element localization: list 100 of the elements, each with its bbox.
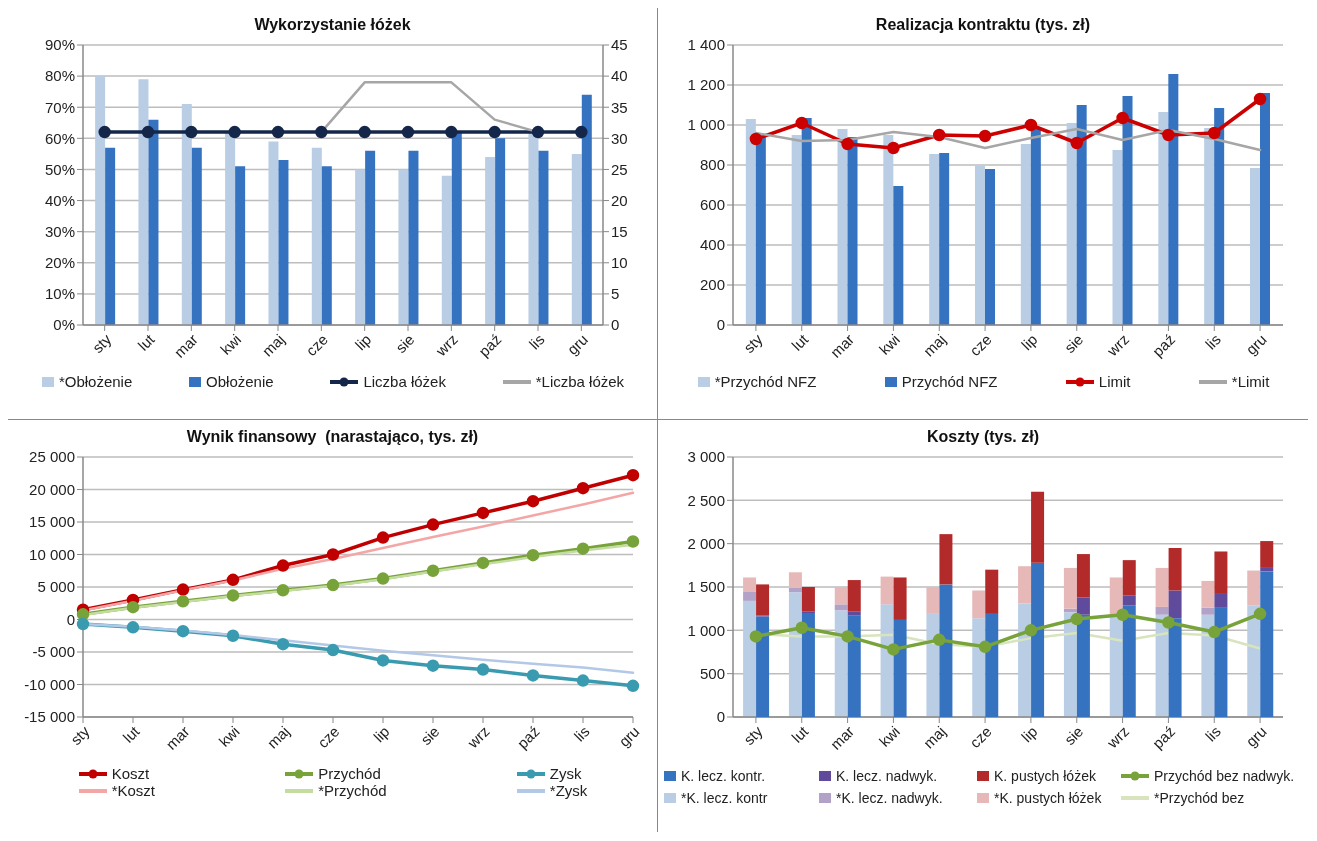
y-tick-label: 0% [53, 316, 75, 334]
y-tick-label: 15 000 [29, 513, 75, 531]
y-tick-label: 1 000 [687, 621, 725, 639]
x-tick-label: lut [119, 722, 144, 746]
x-tick-label: maj [919, 330, 949, 360]
y-tick-label: 20 000 [29, 480, 75, 498]
x-tick-label: lis [1201, 330, 1224, 353]
legend-label: Obłożenie [206, 373, 274, 390]
legend-label: Limit [1098, 373, 1131, 390]
x-tick-label: mar [826, 330, 858, 361]
y-tick-label: 10% [44, 285, 75, 303]
x-tick-label: sie [392, 330, 418, 357]
x-tick-label: mar [170, 330, 201, 361]
legend-label: *Limit [1231, 373, 1270, 390]
y-tick-label: 1 500 [687, 578, 725, 596]
x-tick-label: kwi [875, 330, 904, 358]
legend-label: Przychód bez nadwyk. [1154, 768, 1295, 784]
x-tick-label: lip [1017, 722, 1041, 746]
y-tick-label: 1 000 [687, 116, 725, 134]
x-tick-label: kwi [216, 330, 245, 358]
y-tick-label: 2 000 [687, 534, 725, 552]
y-tick-label: -10 000 [24, 675, 75, 693]
legend-label: Przychód NFZ [901, 373, 998, 390]
y-tick-label: 90% [44, 36, 75, 54]
y-tick-label: 30% [44, 222, 75, 240]
y2-tick-label: 5 [611, 285, 620, 303]
y2-tick-label: 10 [611, 254, 628, 272]
chart-title: Koszty (tys. zł) [926, 428, 1040, 447]
x-tick-label: mar [826, 722, 858, 753]
x-tick-label: lis [1201, 722, 1224, 745]
y-tick-label: 2 500 [687, 491, 725, 509]
x-tick-label: sie [1060, 722, 1087, 749]
x-tick-label: wrz [1103, 722, 1133, 752]
legend-label: *Koszt [111, 782, 155, 799]
y-tick-label: 80% [44, 67, 75, 85]
x-tick-label: lip [1017, 330, 1041, 354]
x-tick-label: cze [314, 722, 343, 752]
y-tick-label: -5 000 [32, 643, 75, 661]
x-tick-label: lis [525, 330, 548, 353]
chart-title: Realizacja kontraktu (tys. zł) [874, 16, 1092, 35]
y-tick-label: 500 [699, 664, 725, 682]
x-tick-label: wrz [431, 330, 461, 360]
x-tick-label: gru [1242, 722, 1270, 750]
x-tick-label: sty [88, 330, 115, 357]
y-tick-label: 1 200 [687, 76, 725, 94]
y2-tick-label: 45 [611, 36, 628, 54]
x-tick-label: gru [563, 330, 591, 358]
legend-label: *Obłożenie [58, 373, 133, 390]
x-tick-label: mar [162, 722, 193, 753]
x-tick-label: gru [615, 722, 643, 750]
x-tick-label: cze [966, 330, 995, 360]
y-tick-label: 0 [716, 708, 725, 726]
y-tick-label: 200 [699, 276, 725, 294]
y-tick-label: 3 000 [687, 448, 725, 466]
x-tick-label: lut [788, 722, 812, 746]
x-tick-label: lip [351, 330, 375, 354]
legend-label: *Przychód NFZ [714, 373, 817, 390]
chart-title: Wykorzystanie łóżek [253, 16, 412, 35]
legend-label: Koszt [111, 765, 150, 782]
x-tick-label: lip [370, 722, 393, 746]
x-tick-label: wrz [463, 722, 493, 752]
y2-tick-label: 0 [611, 316, 620, 334]
x-tick-label: sty [739, 330, 766, 357]
x-tick-label: paź [1148, 722, 1179, 752]
y-tick-label: 40% [44, 191, 75, 209]
x-tick-label: sie [417, 722, 443, 749]
y-tick-label: 5 000 [37, 578, 75, 596]
legend-label: *Liczba łóżek [535, 373, 625, 390]
y2-tick-label: 30 [611, 129, 628, 147]
x-tick-label: lut [134, 330, 159, 354]
y2-tick-label: 15 [611, 222, 628, 240]
y-tick-label: 70% [44, 98, 75, 116]
legend-label: *Przychód bez [1154, 790, 1245, 806]
legend-label: *K. pustych łóżek [994, 790, 1102, 806]
y-tick-label: 0 [716, 316, 725, 334]
legend-label: K. lecz. nadwyk. [836, 768, 938, 784]
x-tick-label: wrz [1103, 330, 1133, 360]
y2-tick-label: 20 [611, 191, 628, 209]
y-tick-label: 800 [699, 156, 725, 174]
y-tick-label: 25 000 [29, 448, 75, 466]
y-tick-label: 20% [44, 254, 75, 272]
y2-tick-label: 25 [611, 160, 628, 178]
legend-label: *Przychód [318, 782, 387, 799]
legend-label: K. pustych łóżek [994, 768, 1096, 784]
legend-label: Zysk [549, 765, 582, 782]
y2-tick-label: 35 [611, 98, 628, 116]
x-tick-label: paź [475, 330, 505, 360]
legend-label: K. lecz. kontr. [681, 768, 766, 784]
x-tick-label: paź [1148, 330, 1179, 360]
x-tick-label: cze [302, 330, 331, 360]
y-tick-label: 1 400 [687, 36, 725, 54]
x-tick-label: cze [966, 722, 995, 752]
x-tick-label: kwi [215, 722, 243, 750]
y-tick-label: 600 [699, 196, 725, 214]
x-tick-label: maj [919, 722, 949, 752]
x-tick-label: lis [570, 722, 593, 745]
x-tick-label: sty [739, 722, 766, 749]
y-tick-label: 10 000 [29, 545, 75, 563]
y2-tick-label: 40 [611, 67, 628, 85]
x-tick-label: paź [513, 722, 543, 752]
